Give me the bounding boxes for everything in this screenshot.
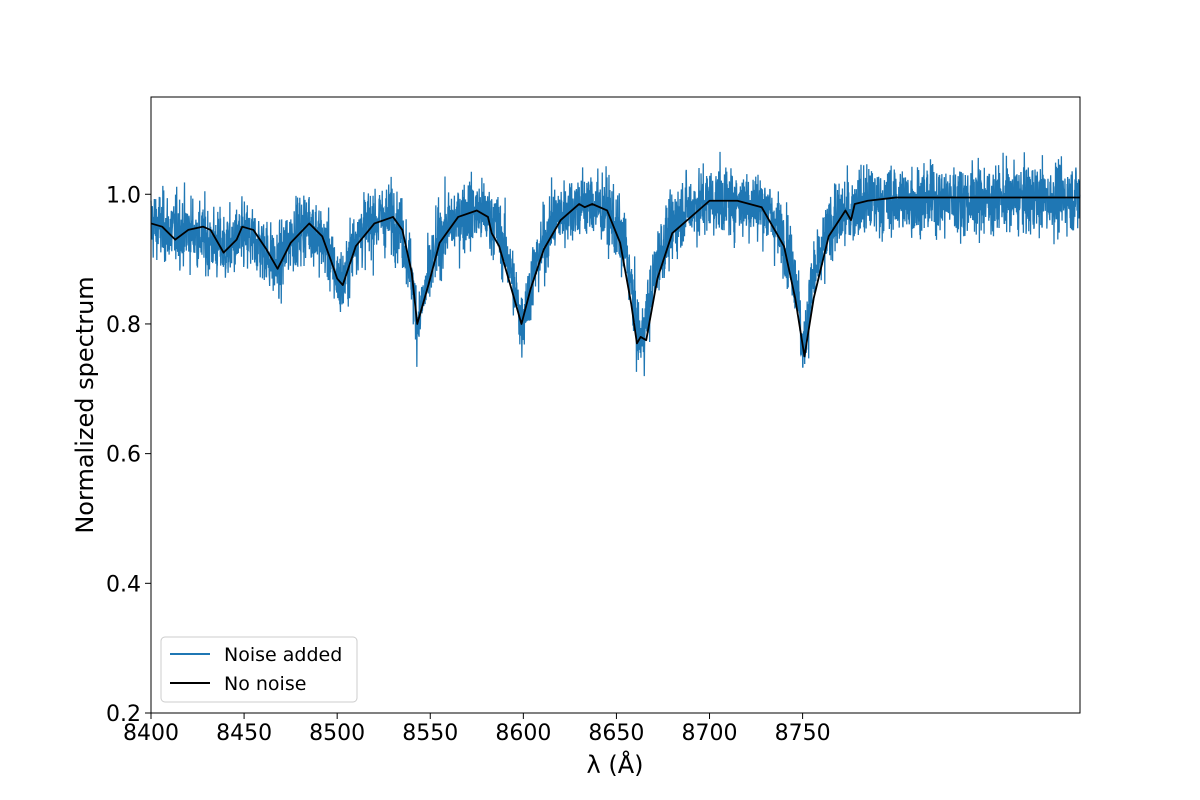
x-tick-label: 8650: [588, 721, 644, 746]
y-tick-label: 0.8: [106, 313, 141, 338]
legend-label-no-noise: No noise: [224, 673, 306, 695]
x-tick-label: 8700: [682, 721, 738, 746]
y-axis-ticks: 0.2 0.4 0.6 0.8 1.0: [106, 183, 151, 727]
x-tick-label: 8550: [402, 721, 458, 746]
x-axis-label: λ (Å): [587, 750, 644, 779]
legend-label-noise-added: Noise added: [224, 644, 342, 666]
series-line-noise-added: [150, 151, 1081, 377]
x-axis-ticks: 8400 8450 8500 8550 8600 8650 8700 8750: [123, 713, 831, 746]
x-tick-label: 8400: [123, 721, 179, 746]
y-tick-label: 0.4: [106, 572, 141, 597]
x-tick-label: 8450: [216, 721, 272, 746]
x-tick-label: 8750: [775, 721, 831, 746]
y-axis-label: Normalized spectrum: [71, 276, 99, 533]
y-tick-label: 0.2: [106, 702, 141, 727]
legend: Noise added No noise: [160, 636, 358, 703]
plot-area: [150, 151, 1081, 377]
x-tick-label: 8600: [495, 721, 551, 746]
series-line-no-noise: [150, 196, 1080, 358]
y-tick-label: 0.6: [106, 443, 141, 468]
y-tick-label: 1.0: [106, 183, 141, 208]
plot-frame: [150, 96, 1081, 714]
x-tick-label: 8500: [309, 721, 365, 746]
